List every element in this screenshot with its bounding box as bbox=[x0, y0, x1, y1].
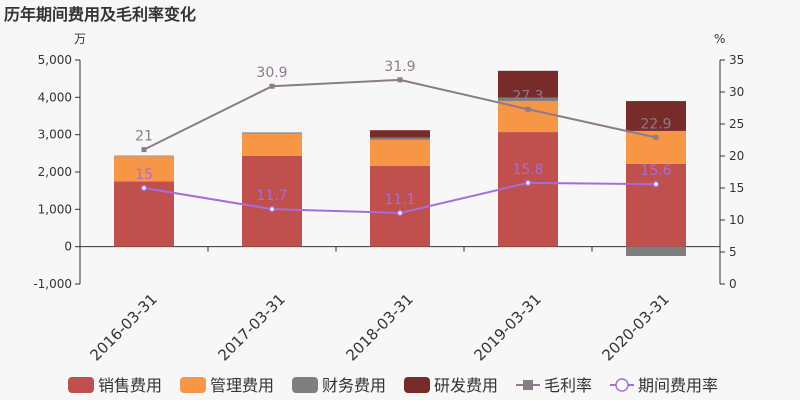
bar-segment bbox=[370, 139, 430, 167]
bar-segment bbox=[114, 156, 174, 182]
left-tick-label: 3,000 bbox=[38, 128, 72, 142]
data-label: 11.1 bbox=[384, 192, 415, 208]
bar-segment bbox=[626, 246, 686, 256]
data-label: 22.9 bbox=[640, 116, 671, 132]
line-point bbox=[269, 83, 275, 89]
left-tick-label: 0 bbox=[64, 240, 72, 254]
data-label: 21 bbox=[135, 129, 153, 145]
line-point bbox=[141, 147, 147, 153]
legend-label: 毛利率 bbox=[544, 376, 592, 395]
data-label: 15 bbox=[135, 167, 153, 183]
right-tick-label: 25 bbox=[729, 117, 744, 131]
legend-label: 管理费用 bbox=[210, 376, 274, 395]
data-label: 11.7 bbox=[256, 188, 287, 204]
right-tick-label: 20 bbox=[729, 149, 744, 163]
bar-segment bbox=[114, 155, 174, 157]
x-tick-label: 2016-03-31 bbox=[86, 290, 160, 364]
legend-label: 期间费用率 bbox=[638, 376, 718, 395]
right-tick-label: 10 bbox=[729, 213, 744, 227]
chart-title: 历年期间费用及毛利率变化 bbox=[4, 5, 196, 24]
left-tick-label: 5,000 bbox=[38, 53, 72, 67]
data-label: 27.3 bbox=[512, 88, 543, 104]
line-point bbox=[397, 77, 403, 83]
line-point bbox=[396, 209, 404, 217]
bar-segment bbox=[370, 130, 430, 138]
bar-segment bbox=[498, 101, 558, 133]
line-point bbox=[268, 205, 276, 213]
line-point bbox=[140, 184, 148, 192]
legend-swatch bbox=[68, 377, 94, 393]
bar-segment bbox=[370, 137, 430, 140]
right-tick-label: 5 bbox=[729, 245, 737, 259]
legend-swatch bbox=[180, 377, 206, 393]
bar-segment bbox=[370, 166, 430, 247]
right-axis-unit: % bbox=[714, 32, 725, 46]
data-label: 31.9 bbox=[384, 59, 415, 75]
legend-label: 财务费用 bbox=[322, 376, 386, 395]
left-tick-label: 2,000 bbox=[38, 165, 72, 179]
x-tick-label: 2019-03-31 bbox=[470, 290, 544, 364]
line-point bbox=[653, 134, 659, 140]
legend-marker bbox=[615, 378, 629, 392]
left-axis-unit: 万 bbox=[74, 32, 86, 46]
legend-label: 销售费用 bbox=[98, 376, 162, 395]
bar-segment bbox=[242, 132, 302, 134]
bar-segment bbox=[498, 97, 558, 102]
x-tick-label: 2017-03-31 bbox=[214, 290, 288, 364]
bar-segment bbox=[242, 133, 302, 156]
right-tick-label: 35 bbox=[729, 53, 744, 67]
x-tick-label: 2018-03-31 bbox=[342, 290, 416, 364]
legend-swatch bbox=[292, 377, 318, 393]
line-point bbox=[652, 180, 660, 188]
legend-label: 研发费用 bbox=[434, 376, 498, 395]
bar-segment bbox=[626, 163, 686, 247]
right-tick-label: 15 bbox=[729, 181, 744, 195]
bar-segment bbox=[498, 70, 558, 98]
line-point bbox=[525, 106, 531, 112]
bar-segment bbox=[242, 155, 302, 247]
bar-segment bbox=[498, 132, 558, 247]
bar-segment bbox=[626, 101, 686, 131]
data-label: 15.8 bbox=[512, 162, 543, 178]
right-tick-label: 0 bbox=[729, 277, 737, 291]
left-tick-label: -1,000 bbox=[33, 277, 72, 291]
legend-marker bbox=[523, 380, 533, 390]
data-label: 30.9 bbox=[256, 65, 287, 81]
left-tick-label: 1,000 bbox=[38, 202, 72, 216]
right-tick-label: 30 bbox=[729, 85, 744, 99]
left-tick-label: 4,000 bbox=[38, 90, 72, 104]
legend-swatch bbox=[404, 377, 430, 393]
data-label: 15.6 bbox=[640, 163, 671, 179]
x-tick-label: 2020-03-31 bbox=[598, 290, 672, 364]
line-point bbox=[524, 179, 532, 187]
